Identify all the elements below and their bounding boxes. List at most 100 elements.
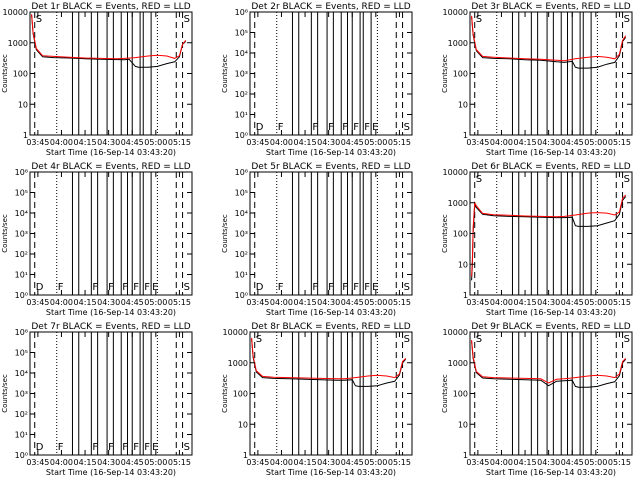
series-line-events [471, 16, 627, 69]
y-tick-label: 1 [243, 451, 248, 460]
x-tick-label: 03:45 [26, 138, 49, 147]
y-tick-label: 100 [233, 390, 248, 399]
y-axis-label: Counts/sec [441, 374, 449, 413]
y-tick-label: 10⁴ [235, 209, 248, 218]
event-marker-label: S [476, 334, 482, 345]
x-tick-label: 04:00 [270, 458, 293, 467]
x-tick-label: 05:15 [388, 298, 411, 307]
event-marker-label: D [256, 122, 264, 133]
event-marker-label: D [36, 442, 44, 453]
series-line-events [471, 341, 627, 388]
event-marker-label: S [36, 14, 42, 25]
series-line-lld [471, 194, 627, 277]
event-marker-label: F [108, 442, 114, 453]
x-tick-label: 04:15 [74, 458, 97, 467]
y-tick-label: 10⁶ [235, 8, 248, 17]
x-tick-label: 05:00 [364, 138, 387, 147]
x-axis-label: Start Time (16-Sep-14 03:43:20) [486, 308, 616, 317]
y-tick-label: 10⁵ [15, 189, 28, 198]
y-axis-label: Counts/sec [221, 54, 229, 93]
y-tick-label: 10¹ [15, 271, 28, 280]
x-tick-label: 04:15 [514, 298, 537, 307]
y-tick-label: 10² [15, 410, 28, 419]
event-marker-label: F [122, 282, 128, 293]
y-tick-label: 100 [453, 70, 468, 79]
x-tick-label: 05:00 [584, 458, 607, 467]
y-tick-label: 10⁴ [15, 209, 28, 218]
event-marker-label: S [404, 334, 410, 345]
y-tick-label: 10000 [443, 8, 468, 17]
x-tick-label: 03:45 [246, 138, 269, 147]
y-tick-label: 10⁰ [15, 291, 28, 300]
y-tick-label: 10³ [15, 390, 28, 399]
x-tick-label: 04:00 [490, 458, 513, 467]
event-marker-label: F [58, 442, 64, 453]
y-tick-label: 1000 [228, 359, 248, 368]
y-tick-label: 10 [458, 100, 468, 109]
x-tick-label: 04:15 [74, 138, 97, 147]
event-marker-label: F [342, 122, 348, 133]
y-tick-label: 100 [453, 390, 468, 399]
chart-title: Det 9r BLACK = Events, RED = LLD [471, 322, 630, 332]
event-marker-label: F [328, 122, 334, 133]
y-tick-label: 10000 [223, 328, 248, 337]
plot-frame [29, 331, 193, 456]
plot-frame [469, 171, 633, 296]
y-tick-label: 1000 [448, 39, 468, 48]
x-tick-label: 05:00 [584, 138, 607, 147]
chart-title: Det 3r BLACK = Events, RED = LLD [471, 2, 630, 12]
x-tick-label: 04:15 [294, 298, 317, 307]
x-tick-label: 05:00 [364, 458, 387, 467]
x-tick-label: 04:00 [50, 138, 73, 147]
chart-title: Det 7r BLACK = Events, RED = LLD [31, 322, 190, 332]
chart-title: Det 5r BLACK = Events, RED = LLD [251, 162, 410, 172]
event-marker-label: F [108, 282, 114, 293]
event-marker-label: F [278, 122, 284, 133]
y-tick-label: 10² [235, 250, 248, 259]
x-tick-label: 05:15 [168, 458, 191, 467]
x-axis-label: Start Time (16-Sep-14 03:43:20) [46, 148, 176, 157]
event-marker-label: S [404, 282, 410, 293]
y-tick-label: 10000 [3, 8, 28, 17]
plot-frame [29, 11, 193, 136]
event-marker-label: F [144, 282, 150, 293]
y-tick-label: 10⁵ [235, 189, 248, 198]
x-tick-label: 03:45 [466, 458, 489, 467]
x-tick-label: 05:00 [584, 298, 607, 307]
y-axis-label: Counts/sec [1, 214, 9, 253]
plot-frame [469, 331, 633, 456]
event-marker-label: S [256, 334, 262, 345]
y-tick-label: 10⁶ [15, 328, 28, 337]
plot-frame [249, 171, 413, 296]
plot-frame [249, 11, 413, 136]
x-axis-label: Start Time (16-Sep-14 03:43:20) [486, 148, 616, 157]
x-tick-label: 04:45 [341, 138, 364, 147]
x-tick-label: 05:15 [608, 298, 631, 307]
y-axis-label: Counts/sec [221, 214, 229, 253]
x-tick-label: 04:45 [561, 298, 584, 307]
chart-title: Det 2r BLACK = Events, RED = LLD [251, 2, 410, 12]
event-marker-label: F [92, 282, 98, 293]
chart-title: Det 8r BLACK = Events, RED = LLD [251, 322, 410, 332]
x-tick-label: 05:00 [364, 298, 387, 307]
x-axis-label: Start Time (16-Sep-14 03:43:20) [266, 308, 396, 317]
x-tick-label: 04:15 [514, 458, 537, 467]
x-tick-label: 04:15 [514, 138, 537, 147]
x-tick-label: 05:15 [168, 138, 191, 147]
x-axis-label: Start Time (16-Sep-14 03:43:20) [46, 468, 176, 477]
chart-title: Det 1r BLACK = Events, RED = LLD [31, 2, 190, 12]
y-tick-label: 10⁵ [15, 349, 28, 358]
event-marker-label: D [256, 282, 264, 293]
plot-frame [469, 11, 633, 136]
x-tick-label: 04:00 [270, 298, 293, 307]
event-marker-label: F [312, 282, 318, 293]
x-tick-label: 04:00 [50, 458, 73, 467]
y-tick-label: 10³ [235, 70, 248, 79]
x-tick-label: 04:15 [294, 458, 317, 467]
x-tick-label: 03:45 [466, 298, 489, 307]
series-line-lld [471, 339, 627, 384]
y-tick-label: 10000 [443, 168, 468, 177]
